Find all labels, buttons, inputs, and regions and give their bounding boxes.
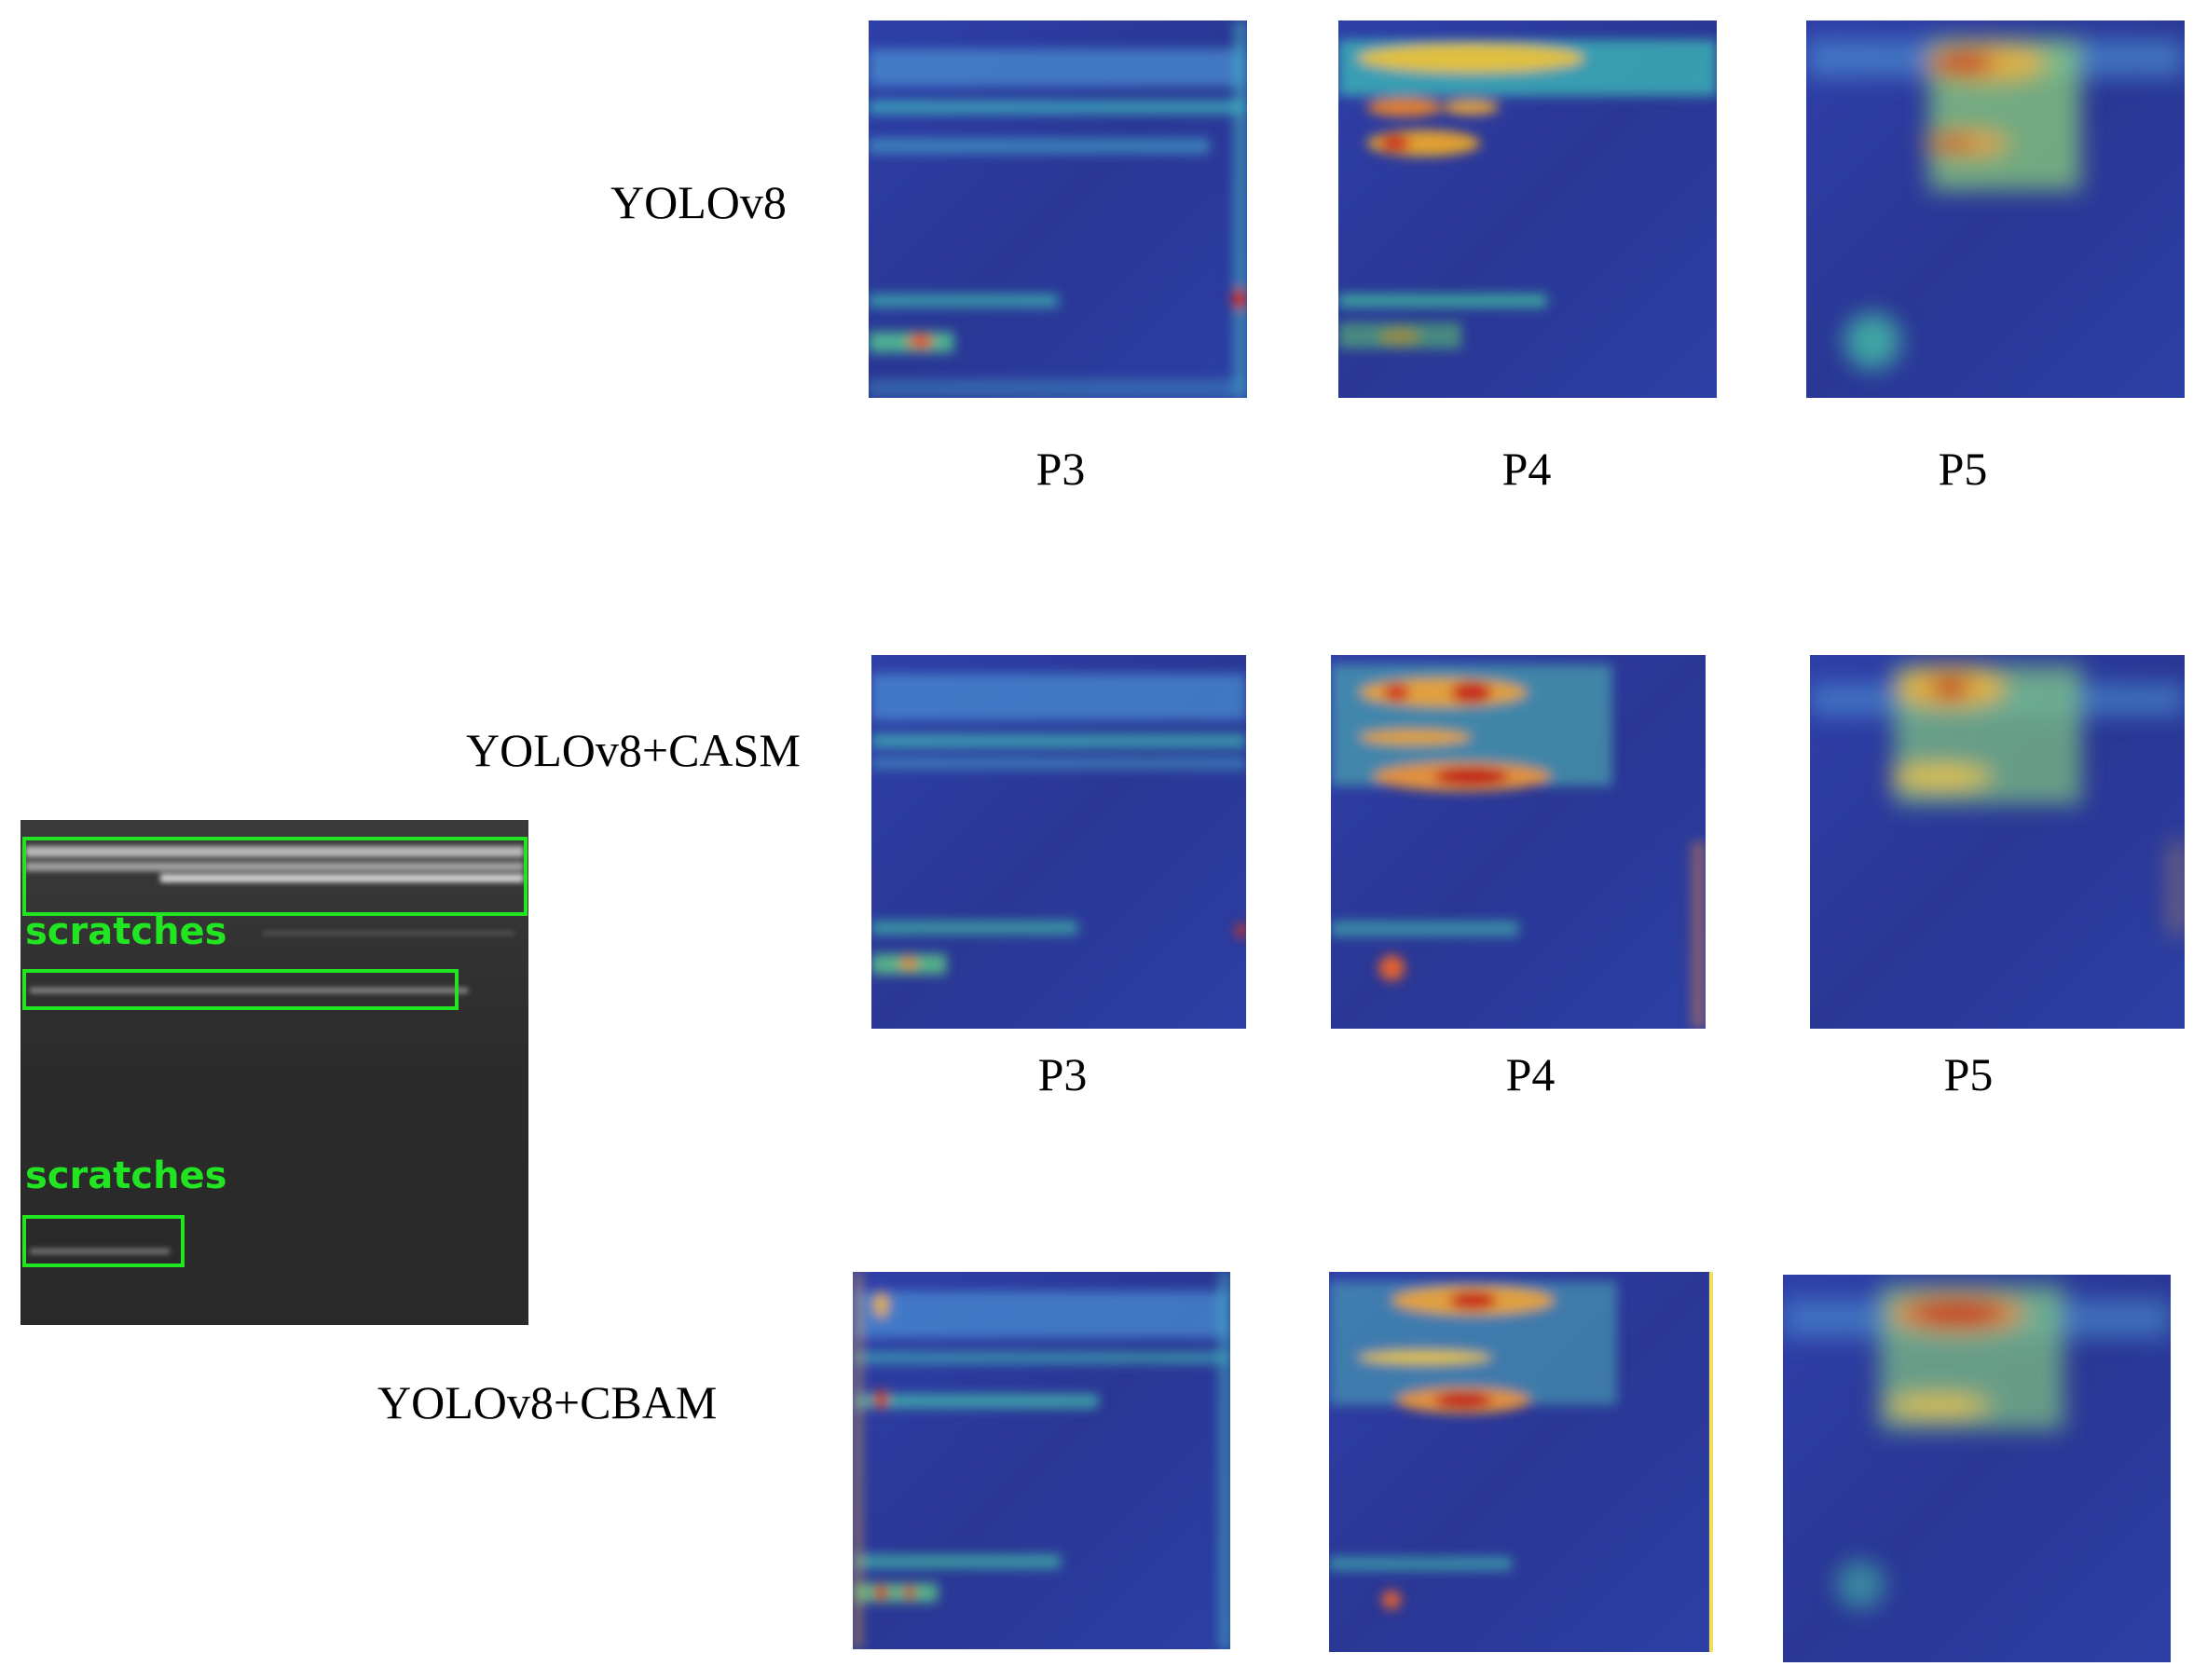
heatmap-yolov8-p3 <box>869 20 1247 398</box>
heatmap-yolov8-cbam-2 <box>1329 1272 1713 1652</box>
heatmap-yolov8-cbam-3 <box>1783 1275 2171 1662</box>
panel-label-yolov8-p4: P4 <box>1501 443 1552 495</box>
panel-label-yolov8-p5: P5 <box>1938 443 1988 495</box>
detection-box <box>22 969 459 1010</box>
panel-label-yolov8-casm-p5: P5 <box>1943 1048 1994 1100</box>
panel-label-yolov8-p3: P3 <box>1035 443 1086 495</box>
heatmap-yolov8-cbam-1 <box>853 1272 1230 1649</box>
row-label-yolov8-casm: YOLOv8+CASM <box>466 724 801 776</box>
heatmap-yolov8-casm-p3 <box>871 655 1246 1029</box>
detection-label: scratches <box>25 1154 227 1197</box>
detection-label: scratches <box>25 910 227 953</box>
detection-box <box>22 1215 185 1267</box>
panel-label-yolov8-casm-p4: P4 <box>1505 1048 1556 1100</box>
heatmap-yolov8-p5 <box>1806 20 2185 398</box>
detection-box <box>22 837 528 916</box>
source-image: scratches scratches <box>21 820 528 1325</box>
heatmap-yolov8-casm-p5 <box>1810 655 2185 1029</box>
heatmap-yolov8-p4 <box>1338 20 1717 398</box>
row-label-yolov8: YOLOv8 <box>610 176 787 228</box>
heatmap-yolov8-casm-p4 <box>1331 655 1706 1029</box>
row-label-yolov8-cbam: YOLOv8+CBAM <box>377 1376 718 1428</box>
panel-label-yolov8-casm-p3: P3 <box>1037 1048 1088 1100</box>
